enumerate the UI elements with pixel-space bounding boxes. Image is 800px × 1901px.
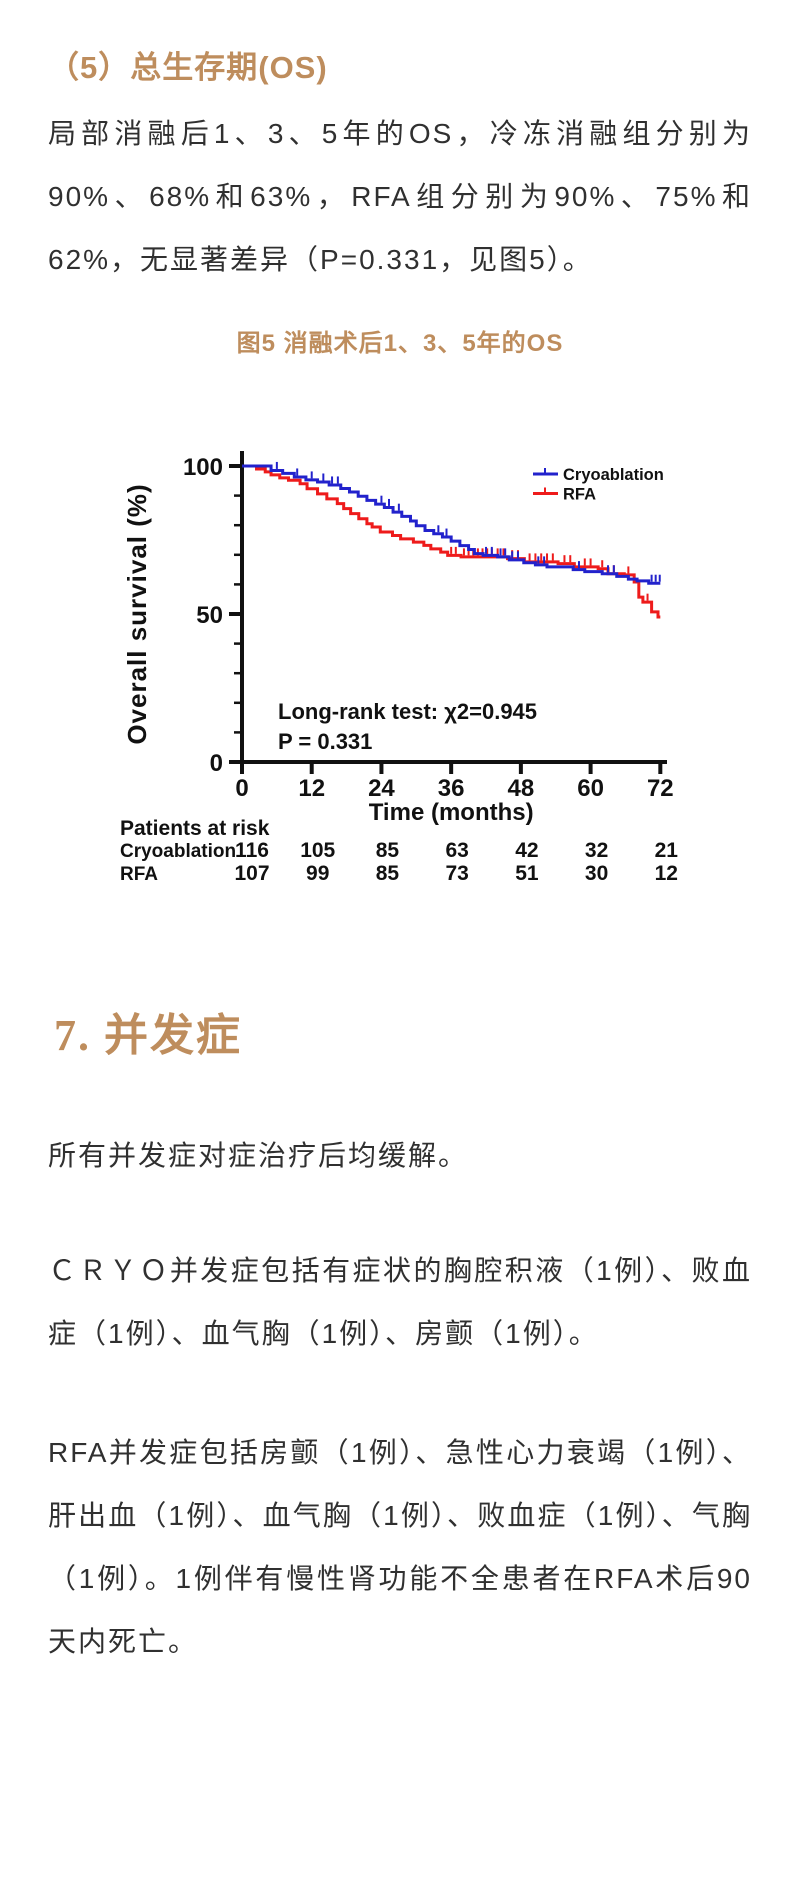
risk-count: 99 (306, 862, 329, 885)
section-heading-os: （5）总生存期(OS) (48, 50, 328, 85)
risk-count: 63 (445, 839, 468, 862)
x-tick-label: 0 (235, 775, 248, 802)
x-tick-label: 72 (647, 775, 674, 802)
legend-label-cryoablation: Cryoablation (563, 466, 664, 484)
risk-count: 107 (234, 862, 269, 885)
x-tick-label: 36 (438, 775, 465, 802)
x-tick-label: 48 (508, 775, 535, 802)
risk-table-header: Patients at risk (120, 817, 270, 840)
section-heading-complications: 7. 并发症 (54, 1011, 242, 1060)
figure-caption: 图5 消融术后1、3、5年的OS (236, 330, 564, 357)
y-tick-label: 50 (196, 602, 223, 629)
y-axis-label: Overall survival (%) (122, 483, 152, 744)
y-tick-label: 0 (210, 750, 223, 777)
os-survival-chart: 0 50 100 0 12 24 36 48 60 72 Time (months) Overall … (120, 451, 679, 885)
pvalue-annotation: P = 0.331 (278, 729, 372, 754)
article-page: （5）总生存期(OS) 局部消融后1、3、5年的OS，冷冻消融组分别为90%、6… (0, 48, 800, 1673)
risk-count: 12 (655, 862, 678, 885)
legend-label-rfa: RFA (563, 486, 596, 504)
km-curve-rfa (242, 464, 661, 619)
x-axis-label: Time (months) (369, 799, 534, 826)
paragraph-os-results: 局部消融后1、3、5年的OS，冷冻消融组分别为90%、68%和63%，RFA组分… (48, 118, 752, 275)
paragraph-rfa-complications: RFA并发症包括房颤（1例）、急性心力衰竭（1例）、肝出血（1例）、血气胸（1例… (48, 1437, 752, 1657)
risk-row-label-cryoablation: Cryoablation (120, 841, 236, 862)
x-tick-label: 12 (298, 775, 325, 802)
risk-count: 73 (445, 862, 468, 885)
x-tick-label: 24 (368, 775, 395, 802)
risk-row-label-rfa: RFA (120, 864, 158, 885)
x-tick-label: 60 (577, 775, 604, 802)
paragraph-resolution: 所有并发症对症治疗后均缓解。 (48, 1140, 469, 1171)
risk-count: 85 (376, 862, 400, 885)
paragraph-cryo-complications: ＣＲＹＯ并发症包括有症状的胸腔积液（1例）、败血症（1例）、血气胸（1例）、房颤… (48, 1255, 752, 1349)
figure-os-chart: 0 50 100 0 12 24 36 48 60 72 Time (months) Overall … (90, 437, 710, 922)
risk-count: 42 (515, 839, 538, 862)
risk-count: 105 (300, 839, 335, 862)
km-curve-cryoablation (242, 464, 661, 585)
risk-count: 21 (655, 839, 679, 862)
risk-count: 85 (376, 839, 400, 862)
risk-count: 32 (585, 839, 608, 862)
y-tick-label: 100 (183, 454, 223, 481)
risk-count: 51 (515, 862, 539, 885)
risk-count: 30 (585, 862, 608, 885)
logrank-annotation: Long-rank test: χ2=0.945 (278, 699, 537, 724)
risk-count: 116 (235, 839, 269, 862)
